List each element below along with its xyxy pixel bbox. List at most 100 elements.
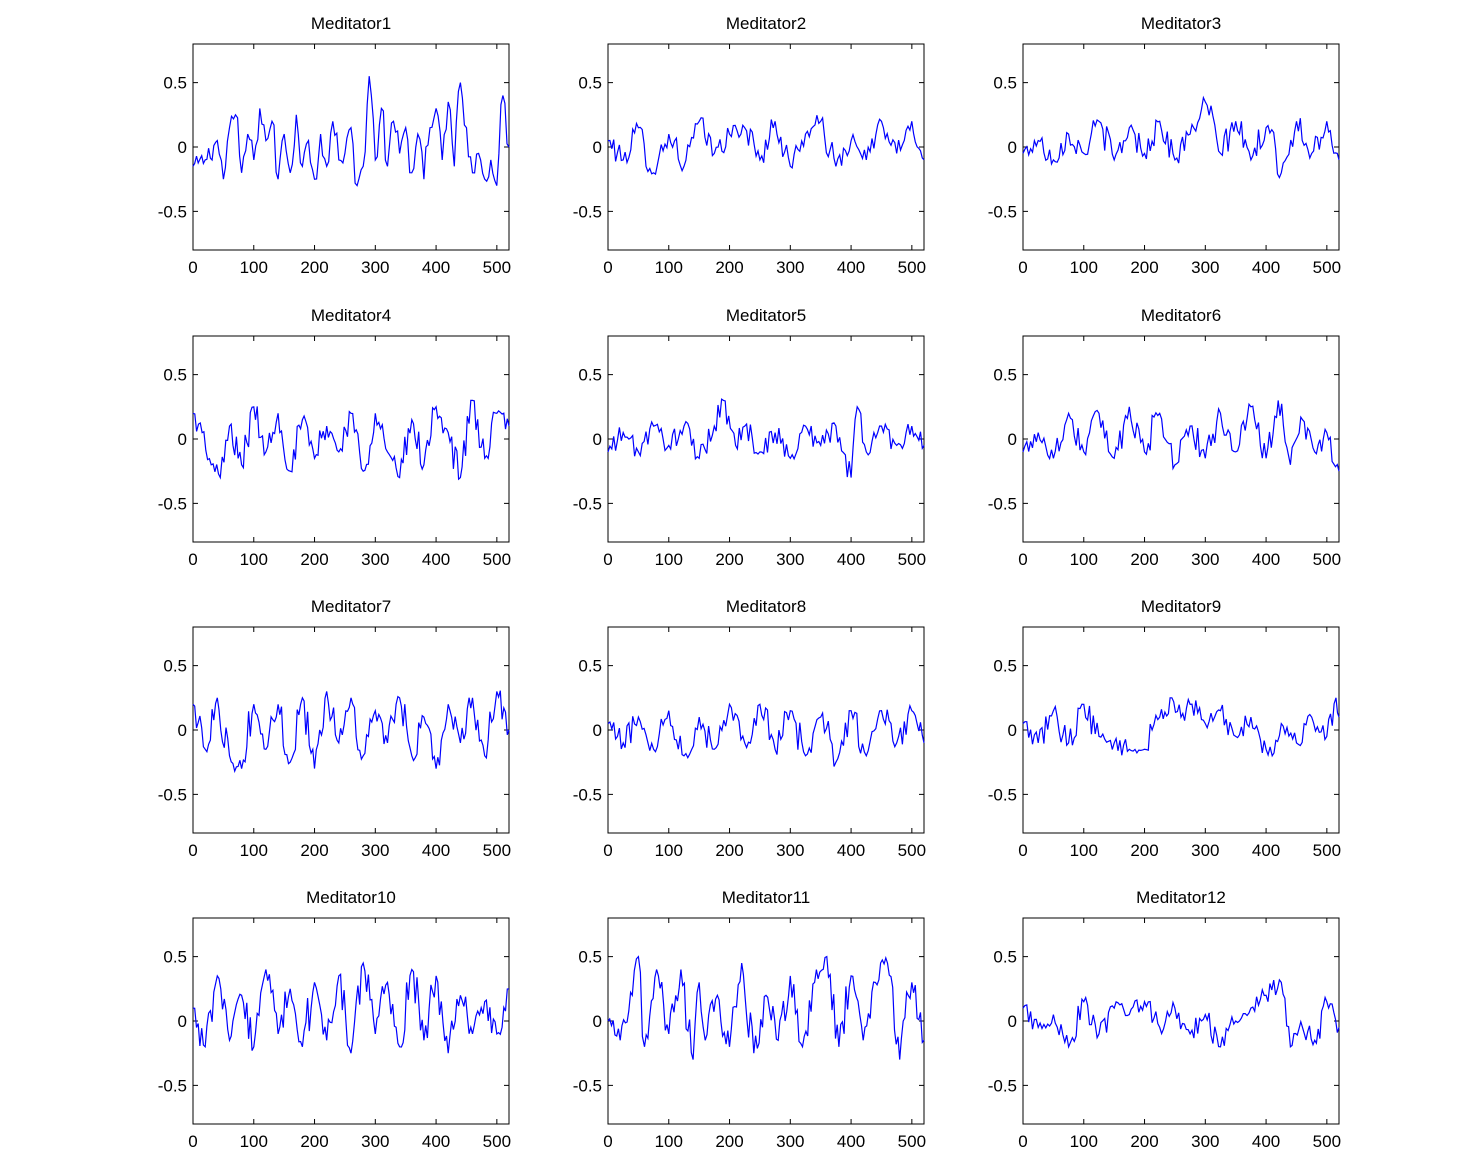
x-tick-label: 200 xyxy=(715,550,743,569)
subplot-2: Meditator2 0 100 200 300 400 500 0.5 0 -0.5 xyxy=(573,14,926,277)
series-line xyxy=(607,702,925,767)
x-tick-label: 500 xyxy=(898,258,926,277)
y-tick-label: 0 xyxy=(1008,1012,1017,1031)
x-tick-label: 0 xyxy=(188,1132,197,1151)
x-tick-label: 500 xyxy=(483,841,511,860)
x-tick-label: 100 xyxy=(655,1132,683,1151)
y-tick-label: 0 xyxy=(178,1012,187,1031)
y-tick-label: 0 xyxy=(1008,138,1017,157)
subplot-1: Meditator1 0 100 200 300 400 500 0.5 0 -0.5 xyxy=(158,14,511,277)
x-tick-label: 300 xyxy=(776,1132,804,1151)
axes-frame xyxy=(192,917,510,1125)
x-tick-label: 300 xyxy=(361,841,389,860)
subplot-8: Meditator8 0 100 200 300 400 500 0.5 0 -0.5 xyxy=(573,597,926,860)
series-line xyxy=(1022,697,1340,758)
x-tick-label: 0 xyxy=(1018,1132,1027,1151)
y-tick-label: 0.5 xyxy=(163,366,187,385)
series-line xyxy=(1022,400,1340,472)
axes-frame xyxy=(1022,917,1340,1125)
subplot-title: Meditator3 xyxy=(1141,14,1221,33)
x-tick-label: 0 xyxy=(603,550,612,569)
x-tick-label: 400 xyxy=(422,1132,450,1151)
x-tick-label: 400 xyxy=(837,258,865,277)
x-tick-label: 400 xyxy=(1252,258,1280,277)
y-tick-label: 0.5 xyxy=(993,948,1017,967)
y-tick-label: -0.5 xyxy=(988,494,1017,513)
x-tick-label: 200 xyxy=(715,1132,743,1151)
y-tick-label: 0 xyxy=(178,721,187,740)
y-tick-label: -0.5 xyxy=(158,494,187,513)
y-tick-label: 0.5 xyxy=(993,366,1017,385)
x-tick-label: 400 xyxy=(837,550,865,569)
series-line xyxy=(607,115,925,176)
subplot-4: Meditator4 0 100 200 300 400 500 0.5 0 -0.5 xyxy=(158,306,511,569)
y-tick-label: -0.5 xyxy=(573,1076,602,1095)
x-tick-label: 0 xyxy=(188,550,197,569)
y-tick-label: -0.5 xyxy=(573,202,602,221)
y-tick-label: 0 xyxy=(593,138,602,157)
subplot-title: Meditator12 xyxy=(1136,888,1226,907)
x-tick-label: 500 xyxy=(1313,550,1341,569)
x-tick-label: 200 xyxy=(1130,1132,1158,1151)
x-tick-label: 500 xyxy=(898,1132,926,1151)
x-tick-label: 200 xyxy=(715,258,743,277)
x-tick-label: 300 xyxy=(361,258,389,277)
series-line xyxy=(192,961,510,1054)
x-tick-label: 100 xyxy=(655,550,683,569)
series-line xyxy=(192,399,510,481)
x-tick-label: 0 xyxy=(1018,258,1027,277)
axes-frame xyxy=(607,626,925,834)
x-tick-label: 200 xyxy=(715,841,743,860)
y-tick-label: 0.5 xyxy=(993,74,1017,93)
x-tick-label: 100 xyxy=(1070,258,1098,277)
x-tick-label: 300 xyxy=(1191,258,1219,277)
x-tick-label: 200 xyxy=(1130,258,1158,277)
y-tick-label: 0.5 xyxy=(578,657,602,676)
x-tick-label: 300 xyxy=(1191,1132,1219,1151)
x-tick-label: 0 xyxy=(603,1132,612,1151)
x-tick-label: 300 xyxy=(776,258,804,277)
x-tick-label: 100 xyxy=(655,841,683,860)
x-tick-label: 300 xyxy=(361,1132,389,1151)
x-tick-label: 400 xyxy=(422,550,450,569)
x-tick-label: 500 xyxy=(1313,1132,1341,1151)
y-tick-label: 0 xyxy=(178,430,187,449)
y-tick-label: 0 xyxy=(1008,430,1017,449)
series-line xyxy=(192,690,510,774)
x-tick-label: 400 xyxy=(1252,550,1280,569)
series-line xyxy=(607,398,925,478)
x-tick-label: 200 xyxy=(300,258,328,277)
y-tick-label: 0.5 xyxy=(163,74,187,93)
x-tick-label: 0 xyxy=(188,258,197,277)
x-tick-label: 300 xyxy=(776,841,804,860)
x-tick-label: 100 xyxy=(655,258,683,277)
x-tick-label: 200 xyxy=(1130,841,1158,860)
subplot-6: Meditator6 0 100 200 300 400 500 0.5 0 -0.5 xyxy=(988,306,1341,569)
subplot-title: Meditator4 xyxy=(311,306,391,325)
subplot-5: Meditator5 0 100 200 300 400 500 0.5 0 -0.5 xyxy=(573,306,926,569)
x-tick-label: 500 xyxy=(1313,841,1341,860)
x-tick-label: 100 xyxy=(240,1132,268,1151)
x-tick-label: 0 xyxy=(188,841,197,860)
y-tick-label: 0 xyxy=(178,138,187,157)
x-tick-label: 500 xyxy=(898,841,926,860)
y-tick-label: -0.5 xyxy=(988,785,1017,804)
series-line xyxy=(1022,95,1340,180)
x-tick-label: 400 xyxy=(837,841,865,860)
y-tick-label: -0.5 xyxy=(158,1076,187,1095)
x-tick-label: 100 xyxy=(1070,841,1098,860)
y-tick-label: -0.5 xyxy=(158,785,187,804)
x-tick-label: 0 xyxy=(603,258,612,277)
x-tick-label: 200 xyxy=(1130,550,1158,569)
x-tick-label: 200 xyxy=(300,841,328,860)
subplot-title: Meditator1 xyxy=(311,14,391,33)
x-tick-label: 300 xyxy=(776,550,804,569)
y-tick-label: 0.5 xyxy=(163,657,187,676)
y-tick-label: -0.5 xyxy=(573,494,602,513)
subplot-12: Meditator12 0 100 200 300 400 500 0.5 0 -0.5 xyxy=(988,888,1341,1151)
y-tick-label: -0.5 xyxy=(158,202,187,221)
y-tick-label: 0.5 xyxy=(578,948,602,967)
subplot-title: Meditator5 xyxy=(726,306,806,325)
subplot-7: Meditator7 0 100 200 300 400 500 0.5 0 -0.5 xyxy=(158,597,511,860)
